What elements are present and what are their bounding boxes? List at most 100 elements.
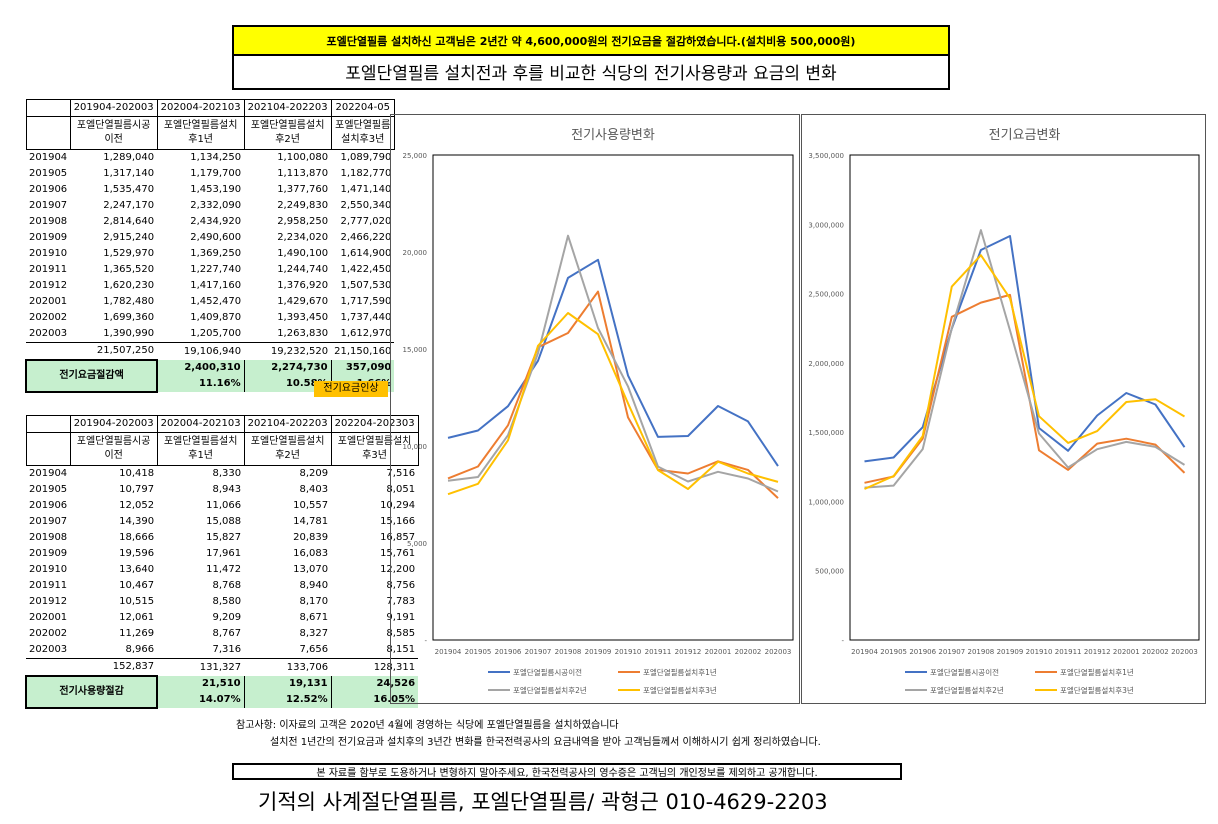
month-cell: 201912 xyxy=(29,596,68,607)
x-tick-label: 202001 xyxy=(1113,648,1140,656)
value-cell: 9,209 xyxy=(212,612,242,623)
legend-label: 포엘단열필름설치후3년 xyxy=(1060,685,1134,695)
y-tick-label: 2,500,000 xyxy=(808,291,844,299)
value-cell: 17,961 xyxy=(206,548,242,559)
chart-title: 전기사용량변화 xyxy=(571,128,655,143)
note-explanation: 설치전 1년간의 전기요금과 설치후의 3년간 변화를 한국전력공사의 요금내역… xyxy=(270,737,821,748)
month-cell: 202002 xyxy=(29,628,68,639)
value-cell: 1,376,920 xyxy=(277,280,329,291)
month-cell: 201907 xyxy=(29,200,68,211)
value-cell: 8,671 xyxy=(299,612,329,623)
value-cell: 1,365,520 xyxy=(103,264,155,275)
value-cell: 1,699,360 xyxy=(103,312,155,323)
month-cell: 201906 xyxy=(29,500,68,511)
value-cell: 1,289,040 xyxy=(103,152,155,163)
series-line xyxy=(447,290,779,499)
value-cell: 7,516 xyxy=(386,468,416,479)
table-row: 201905 10,797 8,943 8,403 8,051 xyxy=(26,482,418,498)
month-cell: 201911 xyxy=(29,264,68,275)
x-tick-label: 202002 xyxy=(1142,648,1169,656)
value-cell: 12,061 xyxy=(119,612,155,623)
column-label: 포엘단열필름설치후1년 xyxy=(156,116,245,150)
value-cell: 2,247,170 xyxy=(103,200,155,211)
usage-chart-box: 전기사용량변화 - 5,000 10,000 15,000 20,000 25,000 201… xyxy=(390,114,800,704)
value-cell: 1,409,870 xyxy=(190,312,242,323)
value-cell: 8,943 xyxy=(212,484,242,495)
table-row: 201912 1,620,230 1,417,160 1,376,920 1,507,5… xyxy=(26,278,394,294)
value-cell: 7,316 xyxy=(212,644,242,655)
value-cell: 1,113,870 xyxy=(277,168,329,179)
value-cell: 9,191 xyxy=(386,612,416,623)
chart-title: 전기요금변화 xyxy=(989,128,1061,143)
value-cell: 11,269 xyxy=(119,628,155,639)
value-cell: 8,170 xyxy=(299,596,329,607)
charge-chart-box: 전기요금변화 - 500,000 1,000,000 1,500,000 2,000,00… xyxy=(801,114,1206,704)
series-line xyxy=(447,312,779,496)
table-row: 201906 1,535,470 1,453,190 1,377,760 1,471,1… xyxy=(26,182,394,198)
table-row: 201905 1,317,140 1,179,700 1,113,870 1,182,7… xyxy=(26,166,394,182)
table-row: 202001 12,061 9,209 8,671 9,191 xyxy=(26,610,418,626)
table-row: 201904 1,289,040 1,134,250 1,100,080 1,089,7… xyxy=(26,150,394,167)
saving-cell: 19,131 xyxy=(243,676,332,692)
table-row: 202002 1,699,360 1,409,870 1,393,450 1,737,4… xyxy=(26,310,394,326)
x-tick-label: 201907 xyxy=(525,648,552,656)
value-cell: 8,327 xyxy=(299,628,329,639)
value-cell: 1,244,740 xyxy=(277,264,329,275)
value-cell: 8,403 xyxy=(299,484,329,495)
month-cell: 201904 xyxy=(29,468,68,479)
table-row: 201909 19,596 17,961 16,083 15,761 xyxy=(26,546,418,562)
value-cell: 1,471,140 xyxy=(340,184,392,195)
saving-cell: 357,090 xyxy=(330,360,395,376)
series-line xyxy=(864,293,1186,484)
y-tick-label: 1,000,000 xyxy=(808,498,844,506)
value-cell: 1,620,230 xyxy=(103,280,155,291)
legend-label: 포엘단열필름시공이전 xyxy=(930,667,999,677)
value-cell: 1,429,670 xyxy=(277,296,329,307)
value-cell: 2,332,090 xyxy=(190,200,242,211)
column-label: 포엘단열필름설치후2년 xyxy=(243,116,332,150)
series-line xyxy=(864,254,1186,490)
legend-label: 포엘단열필름설치후1년 xyxy=(1060,667,1134,677)
value-cell: 10,418 xyxy=(119,468,155,479)
value-cell: 8,330 xyxy=(212,468,242,479)
value-cell: 8,767 xyxy=(212,628,242,639)
table-row: 202001 1,782,480 1,452,470 1,429,670 1,717,5… xyxy=(26,294,394,310)
saving-label: 전기사용량절감 xyxy=(24,675,159,709)
month-cell: 201904 xyxy=(29,152,68,163)
plot-area xyxy=(432,154,794,641)
value-cell: 1,179,700 xyxy=(190,168,242,179)
table-row: 201907 14,390 15,088 14,781 15,166 xyxy=(26,514,418,530)
page-subtitle: 포엘단열필름 설치전과 후를 비교한 식당의 전기사용량과 요금의 변화 xyxy=(232,55,950,90)
value-cell: 1,227,740 xyxy=(190,264,242,275)
table-row: 201906 12,052 11,066 10,557 10,294 xyxy=(26,498,418,514)
value-cell: 16,083 xyxy=(293,548,329,559)
value-cell: 8,768 xyxy=(212,580,242,591)
value-cell: 1,263,830 xyxy=(277,328,329,339)
value-cell: 10,557 xyxy=(293,500,329,511)
y-tick-label: 3,000,000 xyxy=(808,221,844,229)
x-tick-label: 201909 xyxy=(997,648,1024,656)
total-cell: 21,150,160 xyxy=(331,342,395,360)
legend-label: 포엘단열필름설치후1년 xyxy=(643,667,717,677)
series-line xyxy=(447,258,779,467)
x-tick-label: 201904 xyxy=(851,648,878,656)
value-cell: 1,317,140 xyxy=(103,168,155,179)
value-cell: 13,640 xyxy=(119,564,155,575)
total-cell: 21,507,250 xyxy=(70,342,158,360)
x-tick-label: 202001 xyxy=(705,648,732,656)
column-label: 포엘단열필름시공이전 xyxy=(69,116,158,150)
month-cell: 202003 xyxy=(29,644,68,655)
x-tick-label: 201905 xyxy=(465,648,492,656)
corner-cell xyxy=(25,432,71,466)
total-cell: 128,311 xyxy=(331,658,419,676)
value-cell: 1,089,790 xyxy=(340,152,392,163)
y-tick-label: 1,500,000 xyxy=(808,429,844,437)
y-tick-label: 20,000 xyxy=(403,249,428,257)
month-cell: 202002 xyxy=(29,312,68,323)
value-cell: 2,958,250 xyxy=(277,216,329,227)
month-cell: 201910 xyxy=(29,564,68,575)
table-row: 201904 10,418 8,330 8,209 7,516 xyxy=(26,466,418,483)
saving-cell: 2,400,310 xyxy=(156,360,245,376)
value-cell: 1,529,970 xyxy=(103,248,155,259)
x-tick-label: 201911 xyxy=(1055,648,1082,656)
